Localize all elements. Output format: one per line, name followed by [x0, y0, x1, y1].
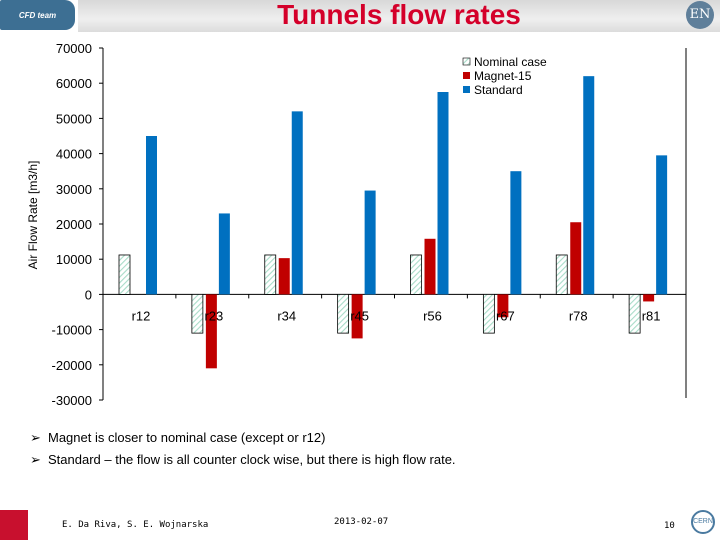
- arrow-bullet-icon: ➢: [30, 452, 41, 467]
- en-department-logo: EN: [686, 1, 714, 29]
- bar-nominal-case-r56: [410, 254, 422, 295]
- category-label-r34: r34: [277, 308, 296, 323]
- category-label-r45: r45: [350, 308, 369, 323]
- bar-nominal-case-r81: [628, 293, 641, 334]
- bar-magnet-15-r45: [351, 294, 363, 339]
- title-bar: Tunnels flow rates EN: [78, 0, 720, 32]
- bar-nominal-case-r34: [264, 254, 277, 295]
- bar-nominal-case-r78: [555, 254, 568, 295]
- y-axis-label: Air Flow Rate [m3/h]: [26, 161, 40, 270]
- flow-rate-chart: Air Flow Rate [m3/h] 70000 60000 50000 4000…: [26, 41, 687, 408]
- legend-swatch-1: [463, 72, 470, 79]
- bar-magnet-15-r81: [643, 294, 655, 302]
- bar-standard-r78: [583, 76, 595, 295]
- y-tick-label: 40000: [56, 147, 92, 162]
- bar-nominal-case-r45: [337, 293, 350, 334]
- y-tick-label: 60000: [56, 76, 92, 91]
- y-tick-label: 50000: [56, 111, 92, 126]
- legend-label-0: Nominal case: [474, 55, 547, 69]
- y-tick-label: 20000: [56, 217, 92, 232]
- legend-swatch-2: [463, 86, 470, 93]
- category-label-r23: r23: [204, 308, 223, 323]
- legend-label-2: Standard: [474, 83, 523, 97]
- bar-magnet-15-r23: [205, 294, 217, 369]
- bullet-2: ➢ Standard – the flow is all counter cloc…: [30, 452, 456, 468]
- y-tick-label: -20000: [52, 358, 92, 373]
- cfd-team-logo: CFD team: [0, 0, 75, 30]
- bar-magnet-15-r34: [278, 258, 290, 295]
- y-tick-label: -10000: [52, 323, 92, 338]
- y-tick-label: 70000: [56, 41, 92, 56]
- bar-standard-r67: [510, 171, 522, 295]
- category-label-r56: r56: [423, 308, 442, 323]
- footer-date: 2013-02-07: [334, 517, 389, 527]
- bar-standard-r81: [656, 155, 668, 295]
- bar-nominal-case-r67: [482, 293, 495, 334]
- cern-logo: CERN: [691, 510, 715, 534]
- y-tick-label: -30000: [52, 393, 92, 408]
- slide-title: Tunnels flow rates: [277, 0, 521, 30]
- bar-magnet-15-r67: [497, 294, 509, 318]
- arrow-bullet-icon: ➢: [30, 430, 41, 445]
- legend-swatch-0: [462, 57, 471, 66]
- category-labels: r12 r23 r34 r45 r56 r67 r78 r81: [132, 294, 687, 323]
- bar-nominal-case-r23: [191, 293, 204, 334]
- page-number: 10: [664, 521, 675, 531]
- category-label-r12: r12: [132, 308, 151, 323]
- category-label-r81: r81: [642, 308, 661, 323]
- y-tick-label: 0: [85, 287, 92, 302]
- bar-standard-r23: [218, 213, 230, 295]
- y-tick-label: 30000: [56, 182, 92, 197]
- bar-standard-r34: [291, 111, 303, 295]
- bar-standard-r56: [437, 92, 449, 295]
- bars: [118, 76, 668, 369]
- legend-label-1: Magnet-15: [474, 69, 532, 83]
- bar-magnet-15-r56: [424, 238, 436, 295]
- category-label-r67: r67: [496, 308, 515, 323]
- bar-standard-r45: [364, 190, 376, 295]
- bar-standard-r12: [146, 136, 157, 295]
- footer-author: E. Da Riva, S. E. Wojnarska: [62, 520, 209, 530]
- bullet-1-text: Magnet is closer to nominal case (except…: [48, 430, 326, 445]
- bullet-1: ➢ Magnet is closer to nominal case (excep…: [30, 430, 325, 446]
- category-label-r78: r78: [569, 308, 588, 323]
- y-tick-label: 10000: [56, 252, 92, 267]
- bullet-2-text: Standard – the flow is all counter clock…: [48, 452, 456, 467]
- bar-nominal-case-r12: [118, 254, 131, 295]
- footer-stripe: [0, 510, 28, 540]
- bar-magnet-15-r78: [570, 222, 582, 295]
